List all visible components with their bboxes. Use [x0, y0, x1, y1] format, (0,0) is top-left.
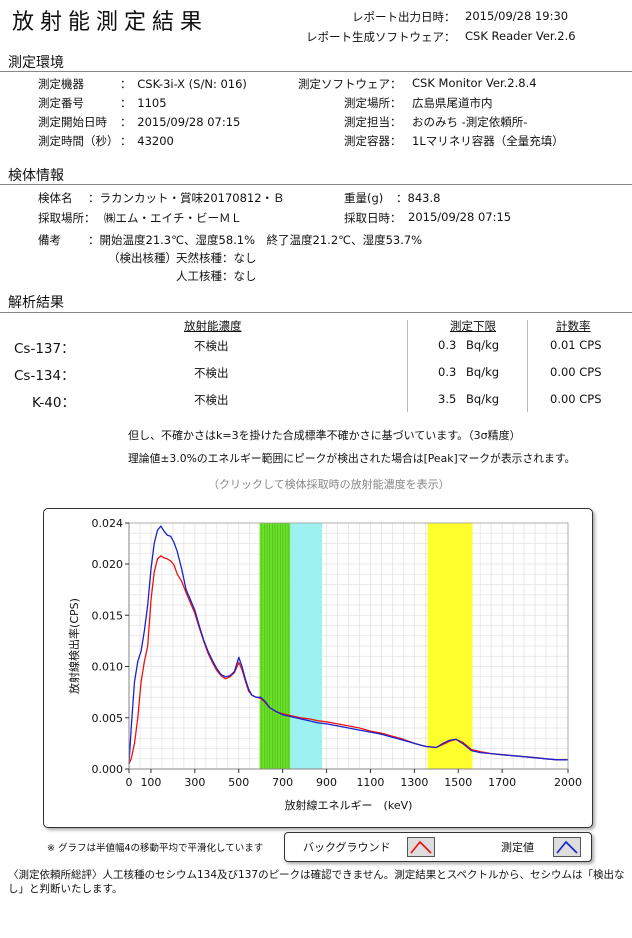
plot-border	[128, 522, 569, 770]
show-sampling-concentration-link[interactable]: （クリックして検体採取時の放射能濃度を表示）	[208, 478, 450, 491]
sample-date-value: 2015/09/28 07:15	[408, 210, 512, 224]
col-limit: 測定下限	[450, 319, 496, 333]
report-software-label: レポート生成ソフトウェア：	[306, 30, 456, 44]
report-software: CSK Reader Ver.2.6	[465, 29, 576, 43]
weight-value: ：843.8	[396, 191, 441, 205]
y-tick-label: 0.020	[92, 558, 124, 571]
x-tick-label: 300	[184, 776, 205, 789]
x-tick-label: 1100	[356, 776, 384, 789]
col-cps: 計数率	[556, 319, 591, 333]
y-tick-label: 0.010	[92, 661, 124, 674]
analysis-heading: 解析結果	[8, 295, 64, 311]
cps-k40: 0.00 CPS	[550, 392, 602, 406]
result-k40: 不検出	[194, 393, 229, 407]
smoothing-note: ※ グラフは半値幅4の移動平均で平滑化しています	[47, 843, 264, 854]
energy-band	[427, 523, 473, 769]
col-separator	[407, 320, 408, 412]
uncertainty-note: 但し、不確かさはk=3を掛けた合成標準不確かさに基づいています。（3σ精度）	[128, 429, 521, 442]
duration-label: 測定時間（秒）	[38, 134, 119, 148]
cps-cs137: 0.01 CPS	[550, 338, 602, 352]
series-line	[128, 525, 568, 764]
staff-label: 測定担当：	[344, 115, 402, 129]
number-label: 測定番号	[38, 96, 84, 110]
container-value: 1Lマリネリ容器（全量充填）	[412, 134, 564, 148]
device-label: 測定機器	[38, 77, 84, 91]
natural-nuclides: 天然核種：なし	[176, 251, 257, 265]
report-time-label: レポート出力日時：	[352, 10, 456, 24]
cps-cs134: 0.00 CPS	[550, 365, 602, 379]
detected-label: （検出核種）	[108, 251, 177, 265]
environment-heading: 測定環境	[8, 55, 64, 71]
container-label: 測定容器：	[344, 134, 402, 148]
x-tick-label: 500	[228, 776, 249, 789]
sample-heading: 検体情報	[8, 168, 64, 184]
spectrum-chart: 0.000 0.005 0.010 0.015 0.020 0.024 0 100 300 500…	[67, 517, 582, 812]
sample-place-label: 採取場所：	[38, 211, 96, 225]
weight-label: 重量(g)	[344, 191, 384, 205]
y-tick-label: 0.024	[92, 517, 124, 530]
start-value: ： 2015/09/28 07:15	[120, 115, 241, 129]
x-tick-label: 900	[316, 776, 337, 789]
x-tick-label: 0	[126, 776, 133, 789]
x-tick-label: 700	[272, 776, 293, 789]
device-value: ： CSK-3i-X (S/N: 016)	[120, 77, 247, 91]
environment-divider	[0, 71, 632, 72]
legend-bg-swatch	[407, 837, 435, 857]
nuclide-cs137: Cs-137：	[14, 341, 75, 357]
overall-comment: 〈測定依頼所総評〉人工核種のセシウム134及び137のピークは確認できません。測…	[8, 869, 625, 895]
staff-value: おのみち -測定依頼所-	[412, 115, 528, 129]
col-concentration: 放射能濃度	[184, 319, 242, 333]
duration-value: ： 43200	[120, 134, 174, 148]
report-time: 2015/09/28 19:30	[465, 9, 569, 23]
sample-name-label: 検体名	[38, 191, 73, 205]
remarks-value: ：開始温度21.3℃、湿度58.1% 終了温度21.2℃、湿度53.7%	[88, 233, 423, 247]
legend-meas-label: 測定値	[501, 841, 534, 854]
energy-band	[290, 523, 323, 769]
unit-cs137: Bq/kg	[466, 338, 500, 352]
x-tick-label: 1700	[488, 776, 516, 789]
x-tick-label: 1500	[444, 776, 472, 789]
x-tick-label: 2000	[554, 776, 582, 789]
legend-meas-line-icon	[556, 840, 578, 854]
start-label: 測定開始日時	[38, 115, 107, 129]
y-tick-label: 0.015	[92, 609, 124, 622]
result-cs137: 不検出	[194, 339, 229, 353]
x-tick-label: 100	[140, 776, 161, 789]
unit-cs134: Bq/kg	[466, 365, 500, 379]
place-value: 広島県尾道市内	[412, 96, 493, 110]
msoft-value: CSK Monitor Ver.2.8.4	[412, 76, 537, 90]
nuclide-cs134: Cs-134：	[14, 368, 75, 384]
x-axis-label: 放射線エネルギー (keV)	[285, 798, 413, 812]
analysis-divider	[0, 312, 632, 313]
msoft-label: 測定ソフトウェア：	[298, 77, 402, 91]
legend-bg-line-icon	[410, 840, 432, 854]
peak-note: 理論値±3.0%のエネルギー範囲にピークが検出された場合は[Peak]マークが表…	[128, 452, 576, 465]
artificial-nuclides: 人工核種：なし	[176, 269, 257, 283]
report-title: 放射能測定結果	[12, 10, 209, 35]
remarks-label: 備考	[38, 233, 61, 247]
legend-bg-label: バックグラウンド	[303, 841, 391, 854]
place-label: 測定場所：	[344, 96, 402, 110]
col-separator	[527, 320, 528, 412]
unit-k40: Bq/kg	[466, 392, 500, 406]
y-axis-label: 放射線検出率(CPS)	[67, 598, 81, 694]
legend-meas-swatch	[553, 837, 581, 857]
chart-legend: バックグラウンド 測定値	[284, 832, 592, 862]
sample-date-label: 採取日時：	[344, 211, 402, 225]
limit-k40: 3.5	[438, 392, 457, 406]
sample-divider	[0, 184, 632, 185]
y-tick-label: 0.000	[92, 763, 124, 776]
x-tick-label: 1300	[400, 776, 428, 789]
y-tick-label: 0.005	[92, 712, 124, 725]
limit-cs137: 0.3	[438, 338, 457, 352]
limit-cs134: 0.3	[438, 365, 457, 379]
sample-place-value: ㈱エム・エイチ・ビーＭＬ	[104, 211, 242, 225]
number-value: ： 1105	[120, 96, 167, 110]
spectrum-chart-frame: 0.000 0.005 0.010 0.015 0.020 0.024 0 100 300 500…	[43, 508, 593, 828]
sample-name-value: ：ラカンカット・賞味20170812・Ｂ	[88, 191, 285, 205]
nuclide-k40: K-40：	[32, 395, 75, 411]
result-cs134: 不検出	[194, 366, 229, 380]
